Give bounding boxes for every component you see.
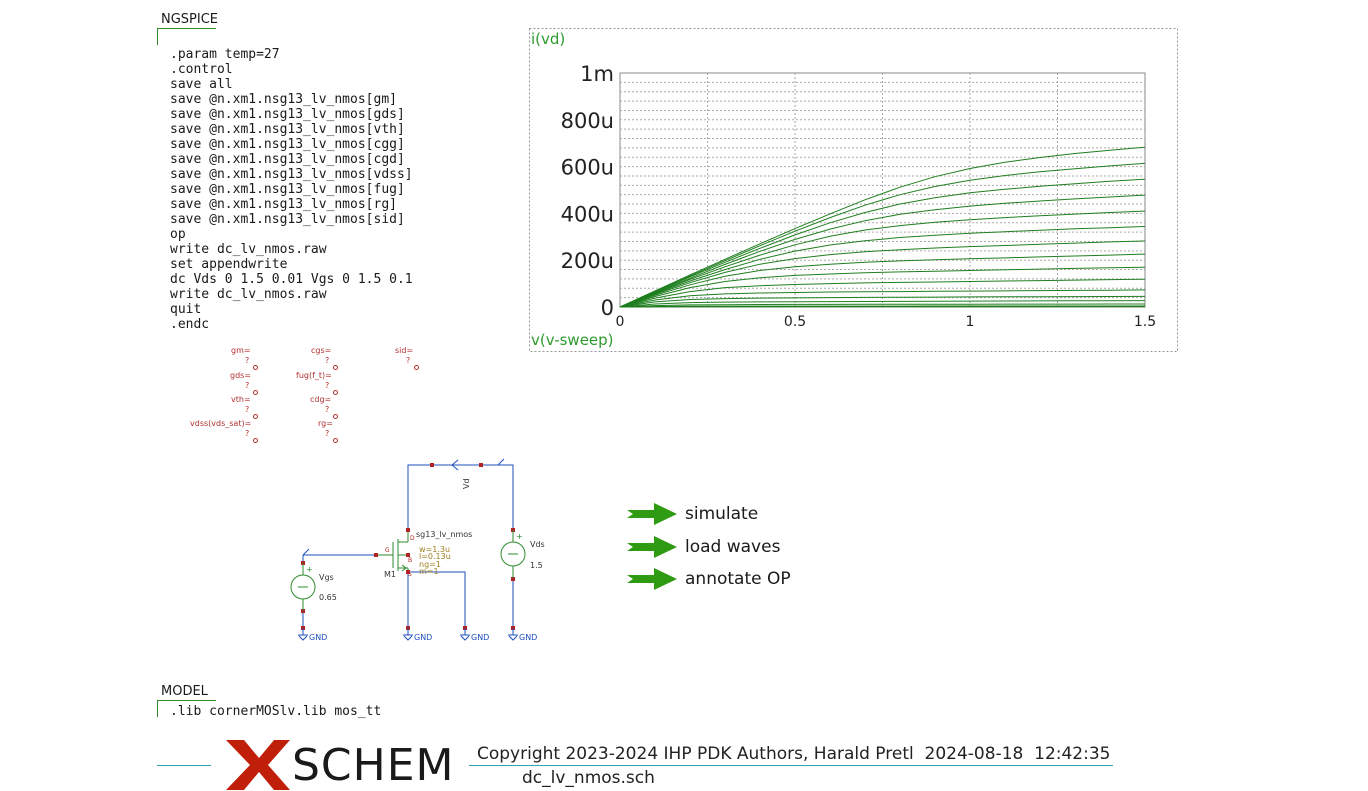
x-tick-label: 1.5 — [1134, 314, 1156, 330]
vds-value: 1.5 — [530, 561, 543, 570]
vds-plus: + — [516, 532, 523, 541]
footer-rule-left — [157, 765, 211, 766]
model-title: MODEL — [161, 684, 208, 699]
transistor-model: sg13_lv_nmos — [416, 530, 472, 539]
net-labels — [303, 459, 504, 555]
load-waves-launcher[interactable]: load waves — [627, 535, 780, 559]
op-vth-value: ? — [245, 405, 249, 414]
vgs-value: 0.65 — [319, 593, 337, 602]
transistor-name: M1 — [384, 570, 396, 579]
pin-g-label: G — [385, 547, 390, 554]
transistor-m: m=1 — [419, 567, 439, 576]
op-gm-label: gm= — [231, 346, 251, 355]
y-tick-label: 200u — [561, 249, 614, 273]
vgs-plus: + — [306, 565, 313, 574]
pin-s-label: S — [408, 571, 412, 578]
pin-d-label: D — [410, 535, 415, 542]
op-rg-value: ? — [325, 429, 329, 438]
op-vdss-label: vdss(vds_sat)= — [190, 419, 251, 428]
footer-filename: dc_lv_nmos.sch — [522, 768, 655, 788]
op-gm-dot — [253, 365, 258, 370]
y-tick-label: 0 — [601, 296, 614, 320]
op-gds-dot — [253, 390, 258, 395]
vds-name: Vds — [530, 540, 545, 549]
plot-ticks: 0 0.5 1 1.5 0 200u 400u 600u 800u 1m — [561, 62, 1157, 330]
op-cgs-label: cgs= — [311, 346, 331, 355]
op-rg-dot — [333, 438, 338, 443]
y-tick-label: 600u — [561, 156, 614, 180]
footer-copyright: Copyright 2023-2024 IHP PDK Authors, Har… — [477, 744, 1110, 764]
op-cdg-value: ? — [325, 405, 329, 414]
op-gds-label: gds= — [230, 371, 251, 380]
arrow-right-icon — [627, 536, 677, 558]
xschem-logo-text: SCHEM — [292, 742, 455, 790]
arrow-right-icon — [627, 503, 677, 525]
simulate-label: simulate — [685, 504, 758, 524]
ngspice-title: NGSPICE — [161, 12, 218, 27]
gnd-label-source: GND — [414, 633, 432, 642]
plot-series — [620, 147, 1145, 307]
x-axis-label: v(v-sweep) — [531, 331, 614, 349]
pin-b-label: B — [408, 557, 412, 564]
op-cdg-dot — [333, 414, 338, 419]
schematic[interactable]: Vd G D B S sg13_lv_nmos w=1.3u l=0.13u n… — [280, 455, 560, 650]
ngspice-code[interactable]: .param temp=27 .control save all save @n… — [170, 47, 413, 332]
gnd-label-vgs: GND — [309, 633, 327, 642]
model-code[interactable]: .lib cornerMOSlv.lib mos_tt — [170, 704, 381, 719]
load-waves-label: load waves — [685, 537, 780, 557]
net-vd-label: Vd — [462, 478, 471, 489]
y-tick-label: 800u — [561, 109, 614, 133]
op-vdss-value: ? — [245, 429, 249, 438]
vgs-name: Vgs — [319, 573, 334, 582]
footer-rule-right — [469, 765, 1113, 766]
ngspice-frame — [157, 28, 216, 45]
op-vth-dot — [253, 414, 258, 419]
op-rg-label: rg= — [318, 419, 333, 428]
y-tick-label: 400u — [561, 202, 614, 226]
op-sid-value: ? — [406, 356, 410, 365]
op-fug-value: ? — [325, 381, 329, 390]
chart-border — [530, 29, 1178, 352]
op-gds-value: ? — [245, 381, 249, 390]
op-cdg-label: cdg= — [310, 395, 331, 404]
simulate-launcher[interactable]: simulate — [627, 502, 758, 526]
y-axis-label: i(vd) — [531, 30, 565, 48]
op-vth-label: vth= — [231, 395, 251, 404]
annotate-op-launcher[interactable]: annotate OP — [627, 567, 791, 591]
op-sid-label: sid= — [395, 346, 413, 355]
gnd-label-vds: GND — [519, 633, 537, 642]
y-tick-label: 1m — [580, 62, 614, 86]
op-fug-label: fug(f_t)= — [296, 371, 332, 380]
op-gm-value: ? — [245, 356, 249, 365]
x-tick-label: 0 — [616, 314, 625, 330]
op-cgs-value: ? — [325, 356, 329, 365]
annotate-op-label: annotate OP — [685, 569, 791, 589]
x-tick-label: 0.5 — [784, 314, 806, 330]
xschem-x-logo-icon — [226, 740, 292, 790]
op-vdss-dot — [253, 438, 258, 443]
wires — [303, 465, 513, 628]
op-sid-dot — [414, 365, 419, 370]
nmos-m1[interactable] — [376, 530, 408, 572]
op-fug-dot — [333, 390, 338, 395]
op-cgs-dot — [333, 365, 338, 370]
gnd-label-bulk: GND — [471, 633, 489, 642]
arrow-right-icon — [627, 568, 677, 590]
x-tick-label: 1 — [966, 314, 975, 330]
dc-sweep-chart[interactable]: i(vd) v(v-sweep) 0 0.5 1 1.5 0 200u 400u 600u 80… — [529, 28, 1179, 354]
